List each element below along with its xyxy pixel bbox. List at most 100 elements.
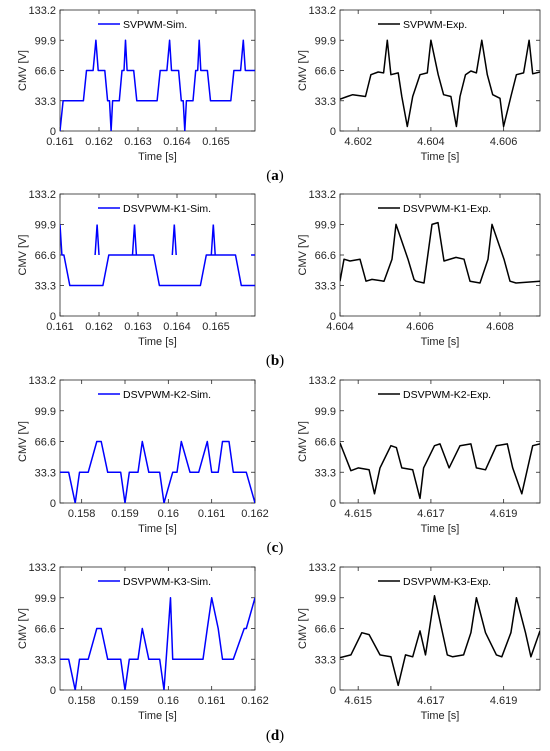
plot-area: [339, 193, 541, 317]
x-tick-label: 0.161: [46, 136, 74, 148]
y-tick-label: 133.2: [308, 189, 336, 201]
x-tick-label: 0.165: [202, 321, 230, 333]
y-tick-label: 0: [50, 498, 56, 510]
legend-label: DSVPWM-K1-Exp.: [403, 203, 491, 215]
y-tick-label: 99.9: [315, 220, 336, 232]
y-tick-label: 33.3: [35, 654, 56, 666]
legend-label: DSVPWM-K3-Sim.: [123, 576, 211, 588]
y-tick-label: 133.2: [28, 189, 56, 201]
caption-letter: b: [271, 353, 279, 369]
legend-label: DSVPWM-K2-Exp.: [403, 389, 491, 401]
caption-close: ): [279, 168, 284, 184]
y-tick-label: 0: [330, 126, 336, 138]
x-axis-label: Time [s]: [138, 151, 177, 163]
subfigure-caption: (a): [266, 168, 284, 184]
x-tick-label: 4.619: [490, 508, 518, 520]
series-line: [340, 595, 540, 687]
y-tick-label: 33.3: [35, 96, 56, 108]
y-tick-label: 66.6: [315, 437, 336, 449]
x-tick-label: 4.615: [344, 695, 372, 707]
x-tick-label: 0.162: [241, 508, 269, 520]
caption-open: (: [266, 728, 271, 744]
x-tick-label: 0.16: [158, 508, 179, 520]
y-tick-label: 33.3: [35, 281, 56, 293]
x-axis-label: Time [s]: [421, 523, 460, 535]
chart-a-sim: 0 33.3 66.6 99.9 133.2 0.161 0.162 0.163 0.164 0.…: [17, 5, 256, 163]
plot-area: [339, 566, 541, 691]
x-tick-label: 4.617: [417, 508, 445, 520]
x-tick-label: 4.602: [344, 136, 372, 148]
chart-c-exp: 0 33.3 66.6 99.9 133.2 4.615 4.617 4.619 Time [s…: [297, 375, 541, 535]
x-tick-label: 0.164: [163, 136, 191, 148]
plot-area: [59, 566, 256, 691]
series-line: [340, 221, 540, 284]
x-tick-label: 0.162: [85, 136, 113, 148]
y-axis-label: CMV [V]: [297, 235, 309, 276]
x-tick-label: 0.163: [124, 136, 152, 148]
x-tick-label: 0.159: [111, 508, 139, 520]
y-tick-label: 33.3: [315, 654, 336, 666]
x-tick-label: 4.615: [344, 508, 372, 520]
chart-d-sim: 0 33.3 66.6 99.9 133.2 0.158 0.159 0.16 0.161 0.1…: [17, 562, 269, 722]
x-tick-label: 0.161: [46, 321, 74, 333]
y-tick-label: 99.9: [35, 220, 56, 232]
legend-label: SVPWM-Sim.: [123, 19, 187, 31]
y-tick-label: 0: [50, 685, 56, 697]
series-line: [60, 39, 255, 131]
chart-b-sim: 0 33.3 66.6 99.9 133.2 0.161 0.162 0.163 0.164 0.…: [17, 189, 256, 348]
chart-b-exp: 0 33.3 66.6 99.9 133.2 4.604 4.606 4.608 Time [s…: [297, 189, 541, 348]
x-axis-label: Time [s]: [421, 336, 460, 348]
x-tick-label: 0.159: [111, 695, 139, 707]
x-tick-label: 0.158: [68, 508, 96, 520]
x-axis-label: Time [s]: [421, 710, 460, 722]
y-tick-label: 66.6: [35, 250, 56, 262]
subfigure-caption: (b): [266, 353, 284, 369]
y-tick-label: 99.9: [315, 593, 336, 605]
y-axis-label: CMV [V]: [17, 421, 29, 462]
y-tick-label: 133.2: [308, 375, 336, 387]
x-tick-label: 0.158: [68, 695, 96, 707]
y-tick-label: 33.3: [315, 467, 336, 479]
y-tick-label: 33.3: [315, 281, 336, 293]
caption-close: ): [278, 540, 283, 556]
y-axis-label: CMV [V]: [17, 235, 29, 276]
y-tick-label: 99.9: [35, 406, 56, 418]
subfigure-caption: (c): [267, 540, 284, 556]
x-axis-label: Time [s]: [421, 151, 460, 163]
chart-a-exp: 0 33.3 66.6 99.9 133.2 4.602 4.604 4.606 Time [s…: [297, 5, 541, 163]
y-tick-label: 66.6: [35, 437, 56, 449]
legend-label: SVPWM-Exp.: [403, 19, 467, 31]
y-tick-label: 0: [50, 126, 56, 138]
y-tick-label: 133.2: [308, 5, 336, 17]
y-tick-label: 66.6: [315, 624, 336, 636]
x-tick-label: 0.163: [124, 321, 152, 333]
y-tick-label: 99.9: [35, 593, 56, 605]
x-tick-label: 4.604: [326, 321, 354, 333]
series-spike: [131, 224, 138, 256]
y-tick-label: 99.9: [35, 35, 56, 47]
x-tick-label: 0.161: [198, 695, 226, 707]
y-tick-label: 133.2: [308, 562, 336, 574]
x-tick-label: 4.608: [486, 321, 514, 333]
y-tick-label: 133.2: [28, 375, 56, 387]
x-tick-label: 0.16: [158, 695, 179, 707]
y-tick-label: 66.6: [315, 66, 336, 78]
y-tick-label: 133.2: [28, 5, 56, 17]
legend-label: DSVPWM-K2-Sim.: [123, 389, 211, 401]
x-axis-label: Time [s]: [138, 336, 177, 348]
x-axis-label: Time [s]: [138, 710, 177, 722]
caption-close: ): [279, 728, 284, 744]
series-line: [340, 39, 540, 128]
x-axis-label: Time [s]: [138, 523, 177, 535]
series-line: [60, 597, 255, 690]
series-spike: [210, 224, 216, 256]
caption-open: (: [267, 540, 272, 556]
series-line: [60, 224, 255, 287]
series-spike: [94, 224, 100, 256]
x-tick-label: 4.619: [490, 695, 518, 707]
y-tick-label: 66.6: [35, 66, 56, 78]
y-axis-label: CMV [V]: [17, 50, 29, 91]
y-axis-label: CMV [V]: [17, 608, 29, 649]
caption-letter: d: [271, 728, 280, 744]
